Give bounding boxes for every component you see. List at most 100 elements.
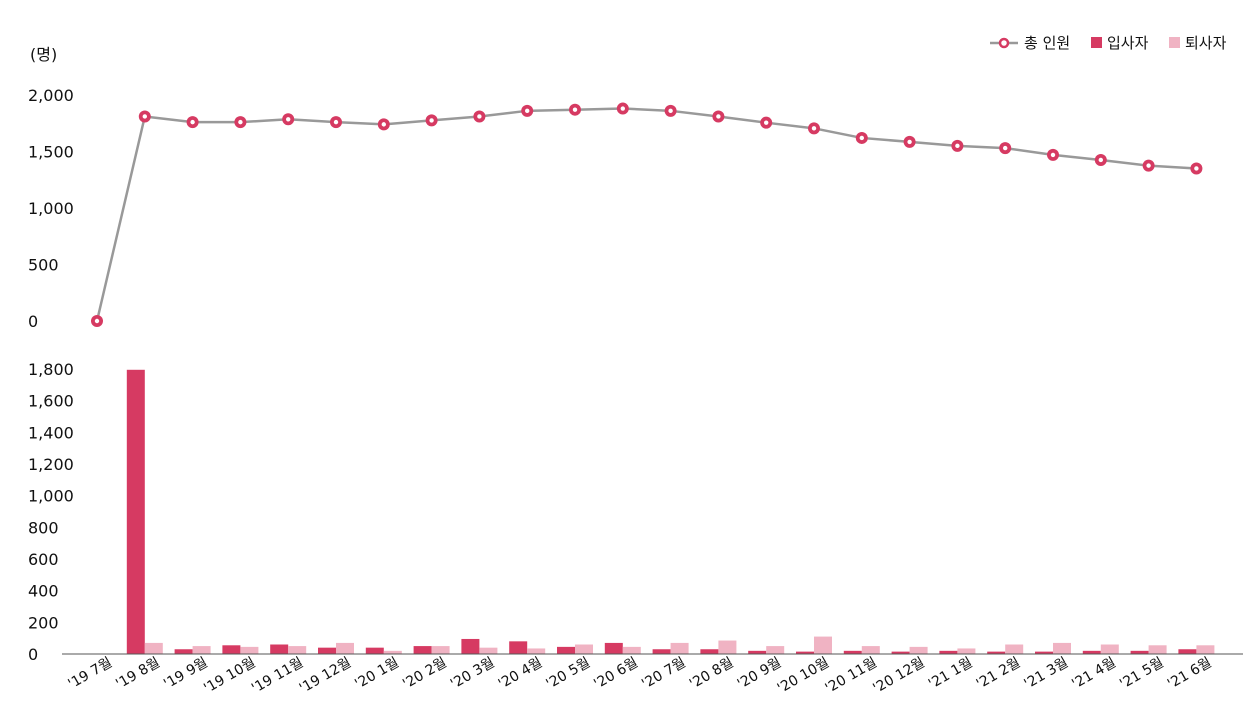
leave-bar [670, 642, 689, 654]
hire-bar [222, 645, 241, 654]
x-tick-label: '19 11월 [249, 655, 306, 697]
bar-y-tick-label: 400 [28, 582, 59, 601]
line-y-tick-label: 1,000 [28, 199, 74, 218]
leave-bar [1196, 645, 1215, 654]
bar-y-axis: 0 200 400 600 800 1,000 1,200 1,400 1,600 1,800 [28, 360, 74, 664]
x-tick-label: '20 12월 [870, 655, 927, 697]
hire-bar [461, 638, 480, 654]
total-headcount-point-center [716, 114, 721, 119]
leave-bar [1005, 644, 1024, 654]
x-tick-label: '19 7월 [66, 655, 115, 693]
total-headcount-line [95, 107, 1197, 322]
total-headcount-point-center [1098, 157, 1104, 163]
total-headcount-point-center [859, 135, 864, 141]
leave-bar [766, 646, 785, 654]
bar-y-tick-label: 600 [28, 550, 59, 569]
total-headcount-point-center [1194, 166, 1199, 171]
hire-bar [1035, 651, 1053, 654]
x-tick-label: '19 8월 [113, 655, 162, 693]
line-y-tick-label: 2,000 [28, 86, 74, 105]
total-headcount-point-center [286, 117, 291, 122]
hire-bar [365, 647, 384, 654]
leave-bar [1100, 644, 1119, 654]
legend-hire-swatch [1091, 37, 1102, 48]
x-tick-label: '21 3월 [1022, 655, 1071, 693]
legend: 총 인원 입사자 퇴사자 [990, 34, 1227, 52]
bar-y-tick-label: 1,000 [28, 487, 74, 506]
leave-bar [479, 647, 498, 654]
x-tick-label: '20 3월 [448, 655, 497, 693]
bar-y-tick-label: 800 [28, 518, 59, 537]
bar-y-tick-label: 200 [28, 613, 59, 632]
line-y-tick-label: 0 [28, 312, 38, 331]
bar-series [126, 369, 1215, 654]
legend-hire-label: 입사자 [1107, 34, 1149, 52]
x-tick-label: '19 10월 [201, 655, 258, 697]
unit-label: (명) [30, 45, 57, 64]
total-headcount-point-center [381, 122, 386, 127]
line-y-axis: 0 500 1,000 1,500 2,000 [28, 86, 74, 331]
legend-leave-label: 퇴사자 [1185, 34, 1227, 52]
leave-bar [861, 646, 880, 654]
leave-bar [527, 648, 546, 654]
leave-bar [240, 646, 259, 654]
x-tick-label: '21 1월 [926, 655, 975, 693]
bar-y-tick-label: 1,200 [28, 455, 74, 474]
total-headcount-point-center [620, 106, 625, 111]
line-series [91, 102, 1203, 327]
hire-bar [700, 649, 719, 654]
x-tick-label: '21 5월 [1117, 655, 1166, 693]
total-headcount-point-center [429, 118, 434, 123]
bar-y-tick-label: 0 [28, 645, 38, 664]
legend-line-marker [998, 37, 1010, 49]
x-tick-label: '20 6월 [591, 655, 640, 693]
hire-bar [557, 646, 575, 654]
total-headcount-point-center [525, 108, 530, 114]
line-y-tick-label: 500 [28, 256, 59, 275]
hire-bar [891, 651, 910, 654]
total-headcount-point-center [190, 119, 195, 125]
leave-bar [718, 640, 737, 654]
leave-bar [336, 642, 354, 654]
leave-bar [1148, 645, 1167, 654]
total-headcount-point-center [1003, 145, 1008, 151]
hire-bar [843, 650, 862, 654]
total-headcount-point-center [811, 126, 817, 131]
leave-bar [957, 648, 976, 654]
bar-y-tick-label: 1,400 [28, 423, 74, 442]
leave-bar [622, 646, 641, 654]
x-tick-label: '20 2월 [400, 655, 449, 693]
hire-bar [509, 641, 528, 654]
x-tick-label: '20 11월 [823, 655, 880, 697]
x-axis-labels: '19 7월'19 8월'19 9월'19 10월'19 11월'19 12월'… [66, 655, 1215, 697]
hire-bar [652, 649, 671, 654]
x-tick-label: '20 7월 [639, 655, 688, 693]
leave-bar [575, 644, 593, 654]
total-headcount-point-center [572, 107, 578, 112]
x-tick-label: '20 10월 [775, 655, 832, 697]
hire-bar [796, 651, 814, 654]
total-headcount-point-center [238, 119, 243, 125]
leave-bar [909, 646, 928, 654]
hire-bar [987, 651, 1006, 654]
line-y-tick-label: 1,500 [28, 143, 74, 162]
total-headcount-point-center [907, 139, 912, 145]
total-headcount-point-center [1050, 152, 1056, 158]
legend-leave-swatch [1169, 37, 1180, 48]
total-headcount-point-center [955, 143, 960, 149]
leave-bar [192, 646, 211, 654]
hire-bar [270, 644, 289, 654]
x-tick-label: '20 8월 [687, 655, 736, 693]
hire-bar [1178, 649, 1197, 654]
leave-bar [383, 650, 402, 654]
x-tick-label: '20 4월 [496, 655, 545, 693]
x-tick-label: '19 12월 [297, 655, 354, 697]
bar-y-tick-label: 1,800 [28, 360, 74, 379]
total-headcount-point-center [94, 318, 100, 324]
leave-bar [144, 642, 163, 654]
leave-bar [288, 646, 307, 654]
x-tick-label: '20 5월 [544, 655, 593, 693]
leave-bar [814, 636, 832, 654]
hire-bar [748, 650, 767, 654]
